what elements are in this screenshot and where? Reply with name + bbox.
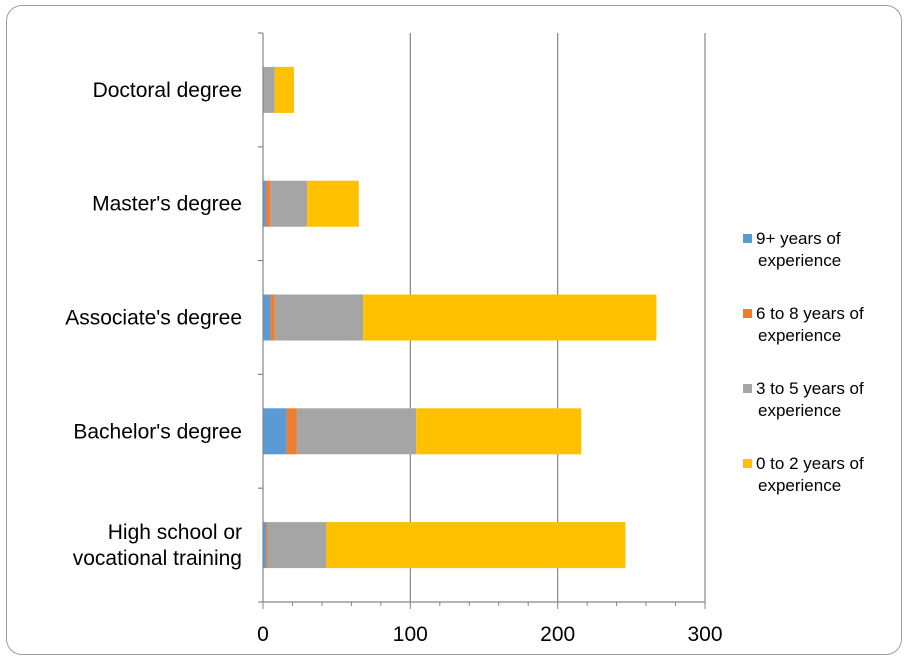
category-label: Master's degree <box>92 193 242 216</box>
axes <box>258 32 706 609</box>
legend-swatch <box>743 384 752 393</box>
bar-segment <box>265 522 268 569</box>
bar-segment <box>270 180 308 227</box>
legend-label: experience <box>758 251 841 270</box>
bar-segment <box>307 180 359 227</box>
bar-segment <box>416 408 582 455</box>
legend: 9+ years of experience 6 to 8 years of expe… <box>743 229 864 495</box>
category-label: vocational training <box>73 547 242 570</box>
category-label: Bachelor's degree <box>73 420 242 443</box>
legend-label: experience <box>758 326 841 345</box>
x-tick-label: 0 <box>257 623 269 646</box>
bar-segment <box>263 294 271 341</box>
x-tick-labels: 0 100 200 300 <box>257 623 722 646</box>
bar-segment <box>270 294 275 341</box>
legend-label: 0 to 2 years of <box>756 454 864 473</box>
x-tick-label: 100 <box>393 623 428 646</box>
legend-label: 9+ years of <box>756 229 841 248</box>
bar-segment <box>267 522 327 569</box>
x-tick-label: 200 <box>540 623 575 646</box>
bar-segment <box>274 294 364 341</box>
legend-label: 6 to 8 years of <box>756 304 864 323</box>
category-label: Associate's degree <box>65 307 242 330</box>
bar-segment <box>263 522 266 569</box>
legend-swatch <box>743 309 752 318</box>
category-label: High school or <box>108 521 242 544</box>
legend-label: experience <box>758 476 841 495</box>
bar-segment <box>265 180 271 227</box>
bar-segment <box>326 522 626 569</box>
bar-segment <box>363 294 657 341</box>
bar-segment <box>286 408 297 455</box>
bar-segment <box>263 408 287 455</box>
bar-segment <box>263 66 275 113</box>
bar-segment <box>296 408 417 455</box>
category-label: Doctoral degree <box>93 79 242 102</box>
bars <box>263 66 657 569</box>
category-labels: Doctoral degree Master's degree Associate'… <box>65 79 242 570</box>
legend-swatch <box>743 234 752 243</box>
x-tick-label: 300 <box>687 623 722 646</box>
legend-label: 3 to 5 years of <box>756 379 864 398</box>
legend-label: experience <box>758 401 841 420</box>
bar-segment <box>274 66 294 113</box>
legend-swatch <box>743 459 752 468</box>
bar-segment <box>263 180 266 227</box>
